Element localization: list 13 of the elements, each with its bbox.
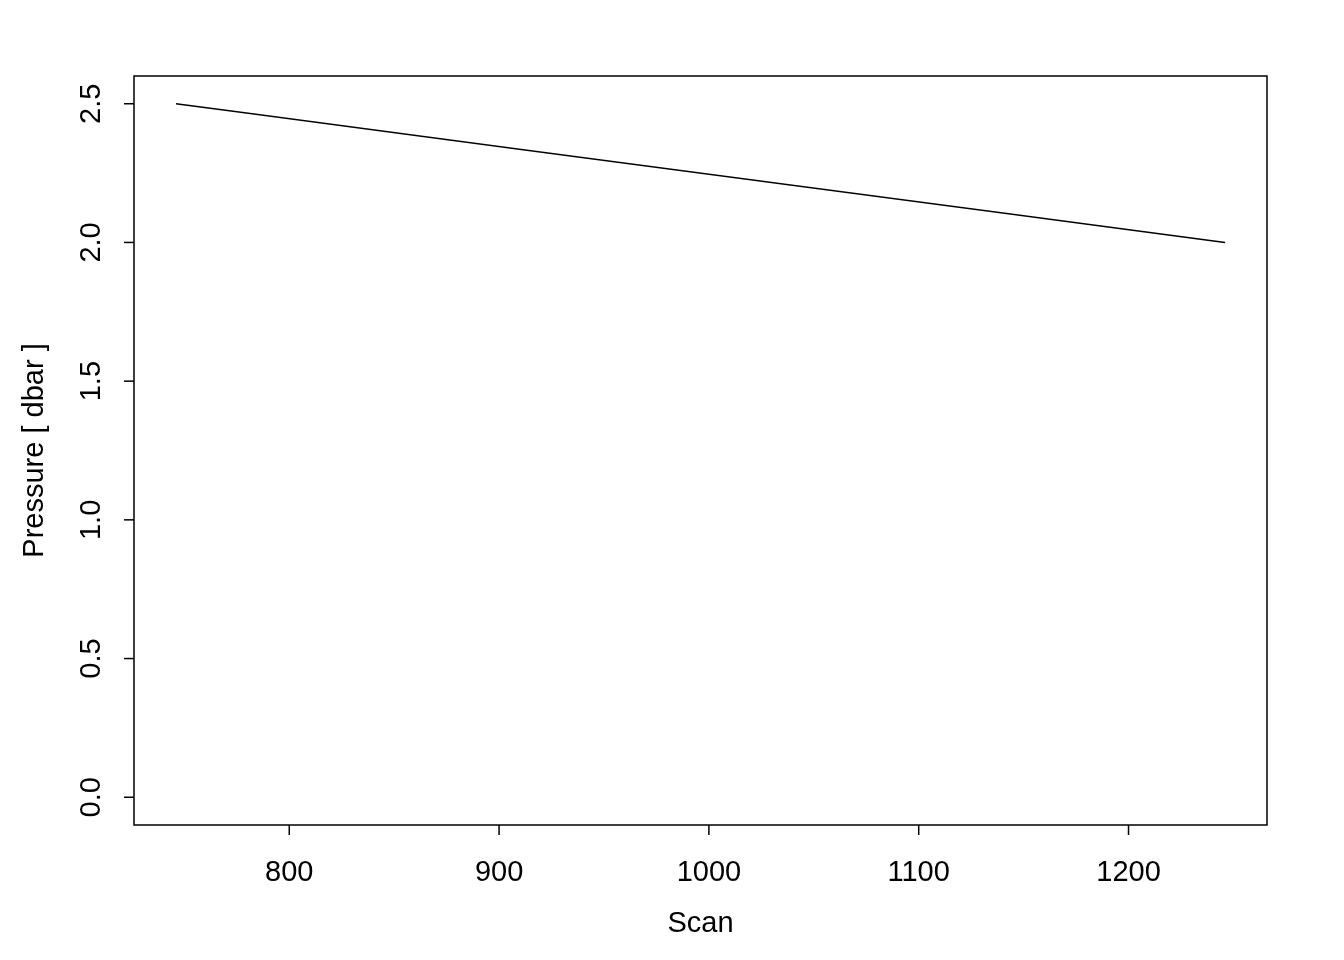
- x-tick-label: 900: [474, 855, 524, 887]
- x-axis-title: Scan: [667, 906, 734, 938]
- y-axis-title: Pressure [ dbar ]: [17, 343, 49, 558]
- x-tick-label: 800: [265, 855, 314, 887]
- y-tick-label: 2.5: [74, 83, 106, 124]
- y-tick-label: 0.5: [74, 638, 106, 679]
- y-tick-label: 1.0: [74, 499, 106, 541]
- y-tick-label: 0.0: [74, 777, 106, 818]
- x-tick-label: 1200: [1096, 855, 1161, 887]
- x-tick-label: 1000: [676, 855, 742, 887]
- x-tick-label: 1100: [887, 855, 950, 887]
- y-tick-label: 2.0: [74, 222, 106, 263]
- y-tick-label: 1.5: [74, 360, 106, 402]
